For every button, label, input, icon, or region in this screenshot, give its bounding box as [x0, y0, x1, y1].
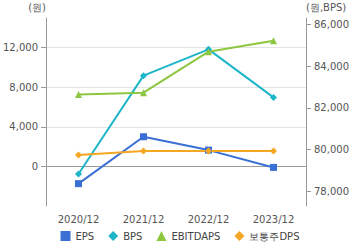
svg-text:2022/12: 2022/12 [188, 214, 230, 225]
svg-text:86,000: 86,000 [314, 19, 349, 30]
svg-text:EPS: EPS [76, 231, 95, 242]
svg-text:84,000: 84,000 [314, 61, 349, 72]
svg-text:2021/12: 2021/12 [123, 214, 165, 225]
svg-text:4,000: 4,000 [9, 121, 38, 132]
svg-text:0: 0 [32, 161, 38, 172]
svg-text:12,000: 12,000 [3, 42, 38, 53]
svg-text:EBITDAPS: EBITDAPS [171, 231, 220, 242]
svg-text:(원): (원) [28, 2, 46, 13]
svg-text:BPS: BPS [123, 231, 142, 242]
svg-text:2020/12: 2020/12 [58, 214, 100, 225]
svg-text:80,000: 80,000 [314, 144, 349, 155]
svg-text:(원,BPS): (원,BPS) [306, 2, 346, 13]
svg-text:82,000: 82,000 [314, 102, 349, 113]
svg-text:78,000: 78,000 [314, 186, 349, 197]
svg-text:8,000: 8,000 [9, 82, 38, 93]
svg-text:2023/12: 2023/12 [253, 214, 295, 225]
svg-text:보통주DPS: 보통주DPS [249, 231, 299, 242]
